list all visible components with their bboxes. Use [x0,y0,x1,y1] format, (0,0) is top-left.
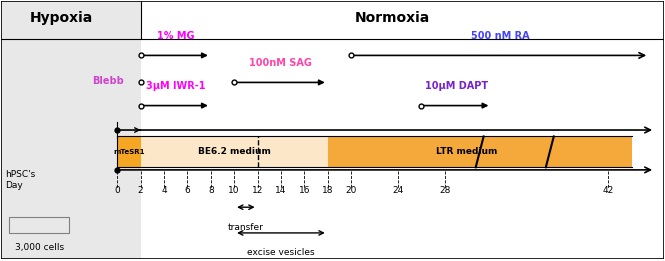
Text: mTeSR1: mTeSR1 [113,149,145,155]
Text: 0: 0 [114,186,120,195]
Text: 1% MG: 1% MG [157,31,194,41]
Text: 42: 42 [602,186,614,195]
FancyBboxPatch shape [328,137,632,167]
Text: 8: 8 [208,186,213,195]
Text: 10μM DAPT: 10μM DAPT [425,81,488,91]
Text: 500 nM RA: 500 nM RA [471,31,529,41]
Text: 4: 4 [161,186,167,195]
Text: 16: 16 [299,186,310,195]
Text: excise vesicles: excise vesicles [247,248,315,257]
Text: transfer: transfer [228,223,264,232]
FancyBboxPatch shape [9,217,69,233]
Text: 20: 20 [345,186,356,195]
Text: Hypoxia: Hypoxia [29,11,92,25]
Text: hPSC's
Day: hPSC's Day [5,170,35,190]
Text: 18: 18 [322,186,333,195]
Text: 3,000 cells: 3,000 cells [15,243,64,252]
Text: 24: 24 [392,186,404,195]
FancyBboxPatch shape [1,1,141,259]
Text: 28: 28 [439,186,450,195]
Text: 12: 12 [252,186,263,195]
Text: BE6.2 medium: BE6.2 medium [198,147,271,156]
Text: 3μM IWR-1: 3μM IWR-1 [146,81,205,91]
Text: 2: 2 [138,186,144,195]
Text: Normoxia: Normoxia [354,11,430,25]
Text: 14: 14 [275,186,287,195]
Text: 10: 10 [228,186,240,195]
FancyBboxPatch shape [141,137,328,167]
Text: 100nM SAG: 100nM SAG [249,58,313,68]
Text: 6: 6 [185,186,190,195]
Text: LTR medium: LTR medium [436,147,497,156]
FancyBboxPatch shape [117,137,141,167]
Text: Blebb: Blebb [92,76,124,86]
